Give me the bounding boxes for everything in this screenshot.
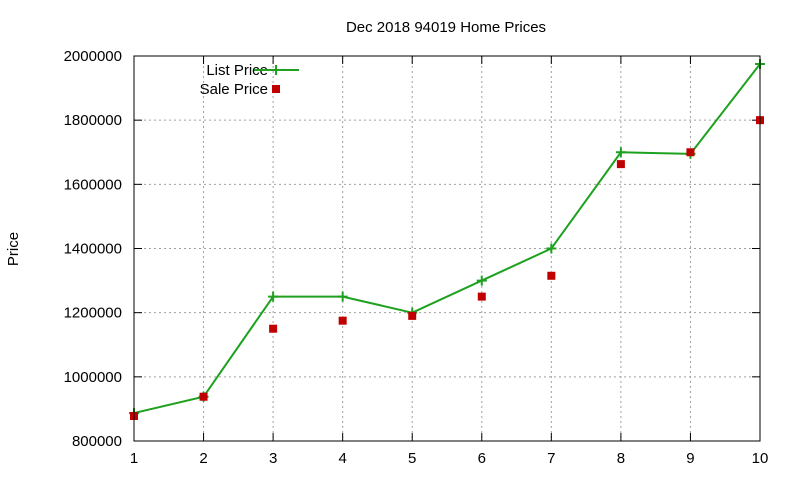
chart-title: Dec 2018 94019 Home Prices [346,19,546,36]
legend-label: List Price [206,62,268,79]
x-tick-label: 2 [199,450,207,467]
legend-list-price-marker [271,65,281,75]
sale-price-point [408,311,417,320]
y-axis-label: Price [5,232,22,266]
x-tick-label: 8 [617,450,625,467]
x-tick-label: 1 [130,450,138,467]
list-price-point [615,147,626,158]
series-sale-price [130,116,764,420]
y-tick-label: 800000 [72,433,122,450]
list-price-point [337,291,348,302]
axis-ticks [133,55,761,442]
legend-sale-price-marker [272,85,280,93]
sale-price-point [616,160,625,169]
y-tick-label: 1800000 [64,112,122,129]
legend-label: Sale Price [200,81,268,98]
sale-price-point [338,316,347,325]
list-price-point [268,291,279,302]
x-tick-label: 9 [686,450,694,467]
x-tick-label: 4 [338,450,346,467]
y-tick-label: 1600000 [64,176,122,193]
sale-price-point [686,148,695,157]
x-tick-labels: 1 2 3 4 5 6 7 8 9 10 [130,450,769,467]
sale-price-point [477,292,486,301]
x-tick-label: 10 [752,450,769,467]
grid-lines [134,56,760,441]
legend: List Price Sale Price [200,62,299,98]
series-list-price [129,59,765,419]
y-tick-labels: 800000 1000000 1200000 1400000 1600000 180000… [64,48,122,450]
list-price-line [133,63,761,415]
sale-price-point [199,392,208,401]
x-tick-label: 7 [547,450,555,467]
y-tick-label: 1400000 [64,241,122,258]
series-layer [129,59,765,420]
y-tick-label: 1200000 [64,305,122,322]
x-tick-label: 5 [408,450,416,467]
plot-frame [133,55,761,442]
x-tick-label: 6 [478,450,486,467]
x-tick-label: 3 [269,450,277,467]
y-tick-label: 1000000 [64,369,122,386]
y-tick-label: 2000000 [64,48,122,65]
list-price-point [546,243,557,254]
sale-price-point [547,271,556,280]
sale-price-point [269,324,278,333]
list-price-point [476,275,487,286]
